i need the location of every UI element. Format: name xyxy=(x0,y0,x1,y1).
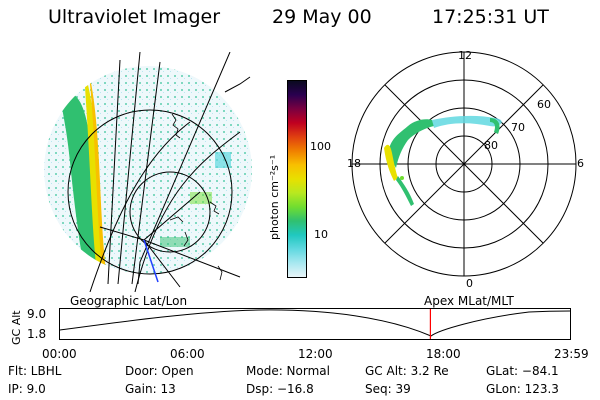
instrument-title: Ultraviolet Imager xyxy=(48,6,221,28)
x-tick-1800: 18:00 xyxy=(426,347,461,361)
mlt-label-0: 0 xyxy=(466,277,473,290)
mlat-label-70: 70 xyxy=(511,121,525,134)
mlat-label-80: 80 xyxy=(484,139,498,152)
door-status: Door: Open xyxy=(125,364,194,378)
gain-status: Gain: 13 xyxy=(125,382,176,396)
polar-mlt-plot xyxy=(351,51,577,277)
colorbar xyxy=(287,80,307,278)
geographic-aurora-image xyxy=(44,52,252,292)
mlat-label-60: 60 xyxy=(537,98,551,111)
mlt-label-6: 6 xyxy=(577,157,584,170)
glat-status: GLat: −84.1 xyxy=(486,364,559,378)
image-date: 29 May 00 xyxy=(272,6,372,28)
colorbar-unit-label: photon cm⁻²s⁻¹ xyxy=(268,154,281,240)
colorbar-tick-100: 100 xyxy=(310,140,331,153)
gc-alt-status: GC Alt: 3.2 Re xyxy=(365,364,449,378)
x-tick-0600: 06:00 xyxy=(170,347,205,361)
dsp-status: Dsp: −16.8 xyxy=(246,382,314,396)
x-tick-1200: 12:00 xyxy=(298,347,333,361)
x-tick-2359: 23:59 xyxy=(554,347,589,361)
geographic-lat-lon-label: Geographic Lat/Lon xyxy=(70,294,188,308)
altitude-timeline[interactable] xyxy=(59,308,572,342)
image-time: 17:25:31 UT xyxy=(432,6,549,28)
ip-status: IP: 9.0 xyxy=(8,382,46,396)
glon-status: GLon: 123.3 xyxy=(486,382,559,396)
apex-mlat-mlt-label: Apex MLat/MLT xyxy=(424,294,514,308)
mlt-label-12: 12 xyxy=(458,49,472,62)
y-tick-1-8: 1.8 xyxy=(27,327,47,341)
x-tick-0000: 00:00 xyxy=(42,347,77,361)
y-tick-9: 9.0 xyxy=(27,307,47,321)
mlt-label-18: 18 xyxy=(347,157,361,170)
seq-status: Seq: 39 xyxy=(365,382,411,396)
colorbar-tick-10: 10 xyxy=(314,228,328,241)
mode-status: Mode: Normal xyxy=(246,364,330,378)
filter-status: Flt: LBHL xyxy=(8,364,62,378)
gc-alt-axis-title: GC Alt xyxy=(10,310,23,345)
